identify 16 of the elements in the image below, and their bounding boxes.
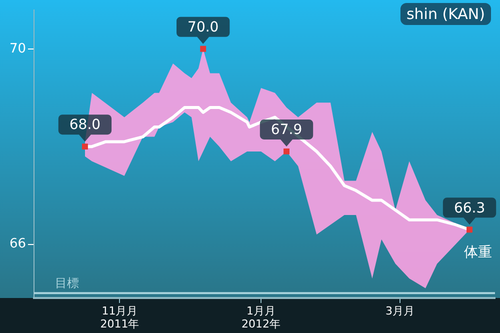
data-label: 70.0 xyxy=(188,20,219,36)
y-tick-label: 66 xyxy=(9,236,26,252)
point xyxy=(466,226,472,233)
point xyxy=(82,144,88,150)
chart-title: shin (KAN) xyxy=(406,4,486,23)
x-tick-label: 11月月 2011年 xyxy=(100,304,140,331)
data-label: 68.0 xyxy=(69,117,101,134)
point xyxy=(284,148,290,154)
y-tick-label: 70 xyxy=(9,41,26,56)
series-label: 体重 xyxy=(464,244,492,260)
ref-line-label: 目標 xyxy=(55,276,79,290)
data-label: 67.9 xyxy=(270,122,302,138)
x-tick-label: 3月月 xyxy=(386,304,415,318)
data-label: 66.3 xyxy=(454,200,486,216)
point xyxy=(200,46,206,52)
x-tick-label: 1月月 2012年 xyxy=(242,304,281,331)
